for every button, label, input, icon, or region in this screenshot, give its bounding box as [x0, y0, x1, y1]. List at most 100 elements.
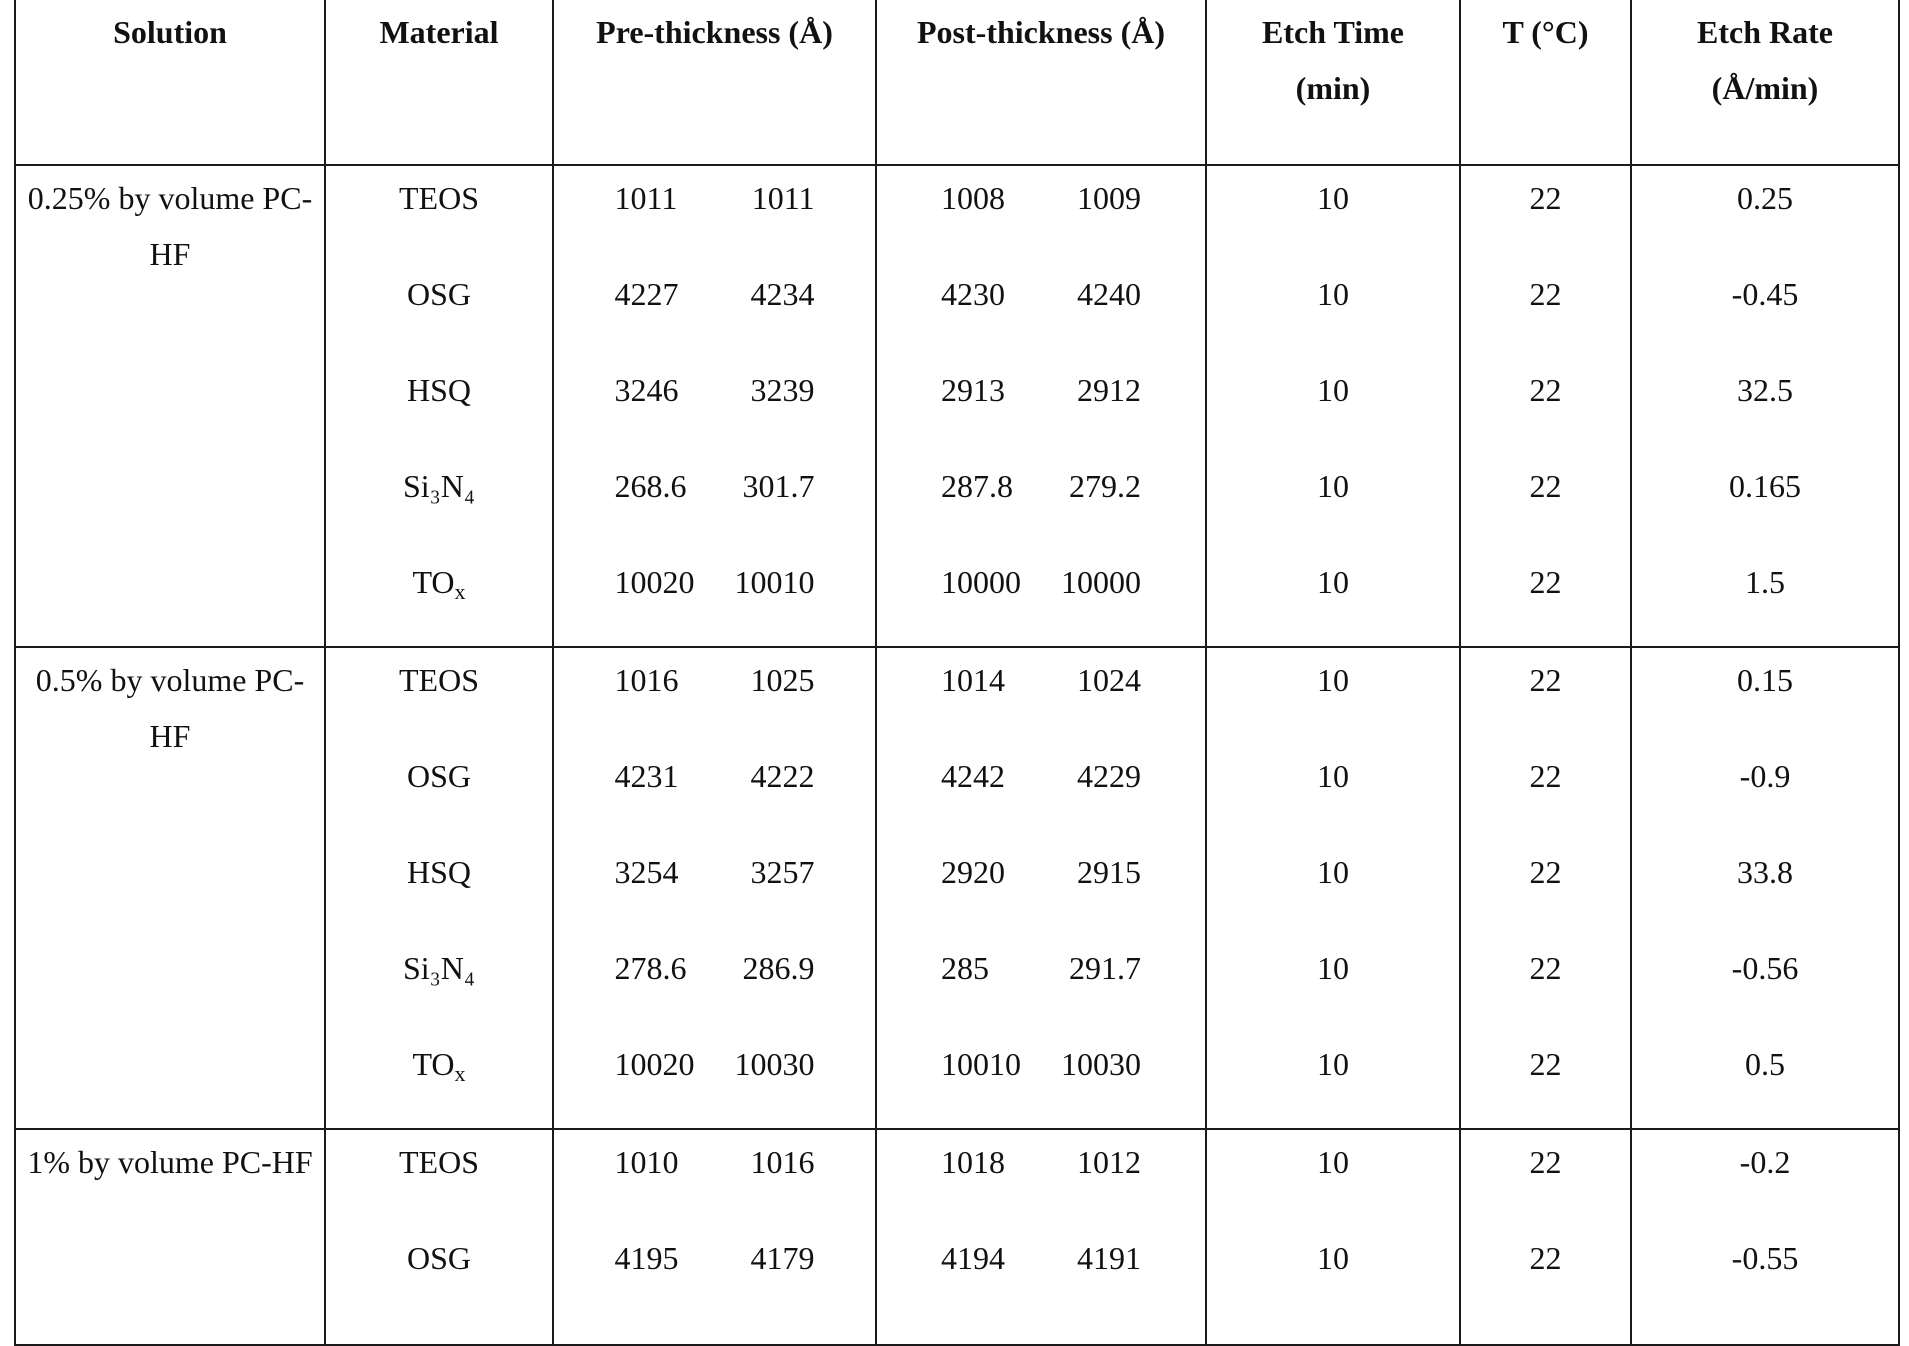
measurement-pair: 10181012	[877, 1134, 1205, 1190]
pre-thickness-cell: 101110114227423432463239268.6301.7100201…	[553, 165, 876, 647]
temperature-value: 22	[1461, 262, 1630, 358]
etch-time-value: 10	[1207, 358, 1459, 454]
measurement-pair: 10101016	[554, 1134, 875, 1190]
measurement-pair: 278.6286.9	[554, 940, 875, 996]
material-text: Si₃N₄	[403, 950, 475, 986]
temperature-value: 22	[1461, 550, 1630, 646]
measurement-2: 4179	[715, 1230, 815, 1286]
measurement-pair: 10081009	[877, 170, 1205, 226]
etch-rate-value: -0.2	[1632, 1130, 1898, 1226]
etch-rate-cell: 0.25-0.4532.50.1651.5	[1631, 165, 1899, 647]
measurement-2: 279.2	[1041, 458, 1141, 514]
header-material: Material	[325, 0, 553, 165]
table-row: 0.25% by volume PC-HF TEOS OSGHSQ Si₃N₄ TOx 1…	[15, 165, 1899, 647]
measurement-1: 2920	[941, 844, 1041, 900]
material-subscript: x	[455, 579, 466, 604]
table-body: 0.25% by volume PC-HFTEOSOSGHSQSi₃N₄TOx1…	[15, 165, 1899, 1345]
measurement-pair: 32463239	[554, 362, 875, 418]
pre-thickness-cell: 10101016 41954179	[553, 1129, 876, 1345]
post-thickness-pair: 41944191	[877, 1226, 1205, 1322]
measurement-2: 10030	[1041, 1036, 1141, 1092]
measurement-pair: 1000010000	[877, 554, 1205, 610]
etch-time-cell: 1010	[1206, 1129, 1460, 1345]
measurement-2: 10030	[715, 1036, 815, 1092]
measurement-2: 10010	[715, 554, 815, 610]
post-thickness-cell: 100810094230424029132912287.8279.2100001…	[876, 165, 1206, 647]
measurement-2: 1016	[715, 1134, 815, 1190]
post-thickness-pair: 287.8279.2	[877, 454, 1205, 550]
pre-thickness-pair: 268.6301.7	[554, 454, 875, 550]
measurement-pair: 10141024	[877, 652, 1205, 708]
material-text: Si₃N₄	[403, 468, 475, 504]
material-name: OSG	[326, 262, 552, 358]
measurement-2: 4229	[1041, 748, 1141, 804]
etch-rate-value: -0.45	[1632, 262, 1898, 358]
measurement-2: 10000	[1041, 554, 1141, 610]
measurement-2: 4234	[715, 266, 815, 322]
measurement-2: 291.7	[1041, 940, 1141, 996]
measurement-pair: 285291.7	[877, 940, 1205, 996]
etch-time-value: 10	[1207, 1226, 1459, 1322]
measurement-1: 10020	[615, 554, 715, 610]
measurement-1: 3254	[615, 844, 715, 900]
post-thickness-cell: 10181012 41944191	[876, 1129, 1206, 1345]
solution-label: 0.25% by volume PC-HF	[16, 170, 324, 282]
etch-time-value: 10	[1207, 840, 1459, 936]
pre-thickness-pair: 41954179	[554, 1226, 875, 1322]
material-name: OSG	[326, 1226, 552, 1322]
header-post-thickness: Post-thickness (Å)	[876, 0, 1206, 165]
etch-rate-value: -0.55	[1632, 1226, 1898, 1322]
measurement-1: 1016	[615, 652, 715, 708]
measurement-1: 278.6	[615, 940, 715, 996]
material-text: TEOS	[399, 180, 479, 216]
header-pre-thickness: Pre-thickness (Å)	[553, 0, 876, 165]
temperature-value: 22	[1461, 358, 1630, 454]
post-thickness-pair: 1000010000	[877, 550, 1205, 646]
etch-rate-table: Solution Material Pre-thickness (Å) Post…	[14, 0, 1900, 1346]
measurement-2: 1025	[715, 652, 815, 708]
etch-rate-value: 33.8	[1632, 840, 1898, 936]
etch-rate-value: -0.56	[1632, 936, 1898, 1032]
table-row: 1% by volume PC-HFTEOSOSG101010164195417…	[15, 1129, 1899, 1345]
measurement-pair: 32543257	[554, 844, 875, 900]
pre-thickness-pair: 10101016	[554, 1130, 875, 1226]
etch-rate-value: 0.5	[1632, 1032, 1898, 1128]
measurement-1: 4231	[615, 748, 715, 804]
pre-thickness-pair: 42274234	[554, 262, 875, 358]
material-name: HSQ	[326, 358, 552, 454]
material-cell: TEOS OSGHSQ Si₃N₄ TOx	[325, 165, 553, 647]
material-name: TOx	[326, 550, 552, 646]
temperature-value: 22	[1461, 936, 1630, 1032]
pre-thickness-pair: 42314222	[554, 744, 875, 840]
measurement-1: 3246	[615, 362, 715, 418]
measurement-1: 1018	[941, 1134, 1041, 1190]
material-name: OSG	[326, 744, 552, 840]
measurement-1: 4227	[615, 266, 715, 322]
etch-time-value: 10	[1207, 648, 1459, 744]
pre-thickness-pair: 278.6286.9	[554, 936, 875, 1032]
measurement-1: 268.6	[615, 458, 715, 514]
material-text: TEOS	[399, 1144, 479, 1180]
header-solution: Solution	[15, 0, 325, 165]
post-thickness-pair: 10141024	[877, 648, 1205, 744]
header-etch-rate: Etch Rate (Å/min)	[1631, 0, 1899, 165]
material-name: HSQ	[326, 840, 552, 936]
measurement-pair: 42304240	[877, 266, 1205, 322]
etch-rate-cell: 0.15-0.933.8-0.560.5	[1631, 647, 1899, 1129]
solution-label: 0.5% by volume PC-HF	[16, 652, 324, 764]
material-name: Si₃N₄	[326, 454, 552, 550]
pre-thickness-pair: 1002010030	[554, 1032, 875, 1128]
material-name: TEOS	[326, 166, 552, 262]
etch-rate-value: 0.165	[1632, 454, 1898, 550]
measurement-1: 1008	[941, 170, 1041, 226]
measurement-2: 3239	[715, 362, 815, 418]
solution-cell: 1% by volume PC-HF	[15, 1129, 325, 1345]
temperature-value: 22	[1461, 840, 1630, 936]
measurement-1: 1011	[615, 170, 715, 226]
measurement-2: 4240	[1041, 266, 1141, 322]
etch-rate-value: 0.25	[1632, 166, 1898, 262]
post-thickness-pair: 285291.7	[877, 936, 1205, 1032]
material-subscript: x	[455, 1061, 466, 1086]
measurement-pair: 29132912	[877, 362, 1205, 418]
material-name: TOx	[326, 1032, 552, 1128]
